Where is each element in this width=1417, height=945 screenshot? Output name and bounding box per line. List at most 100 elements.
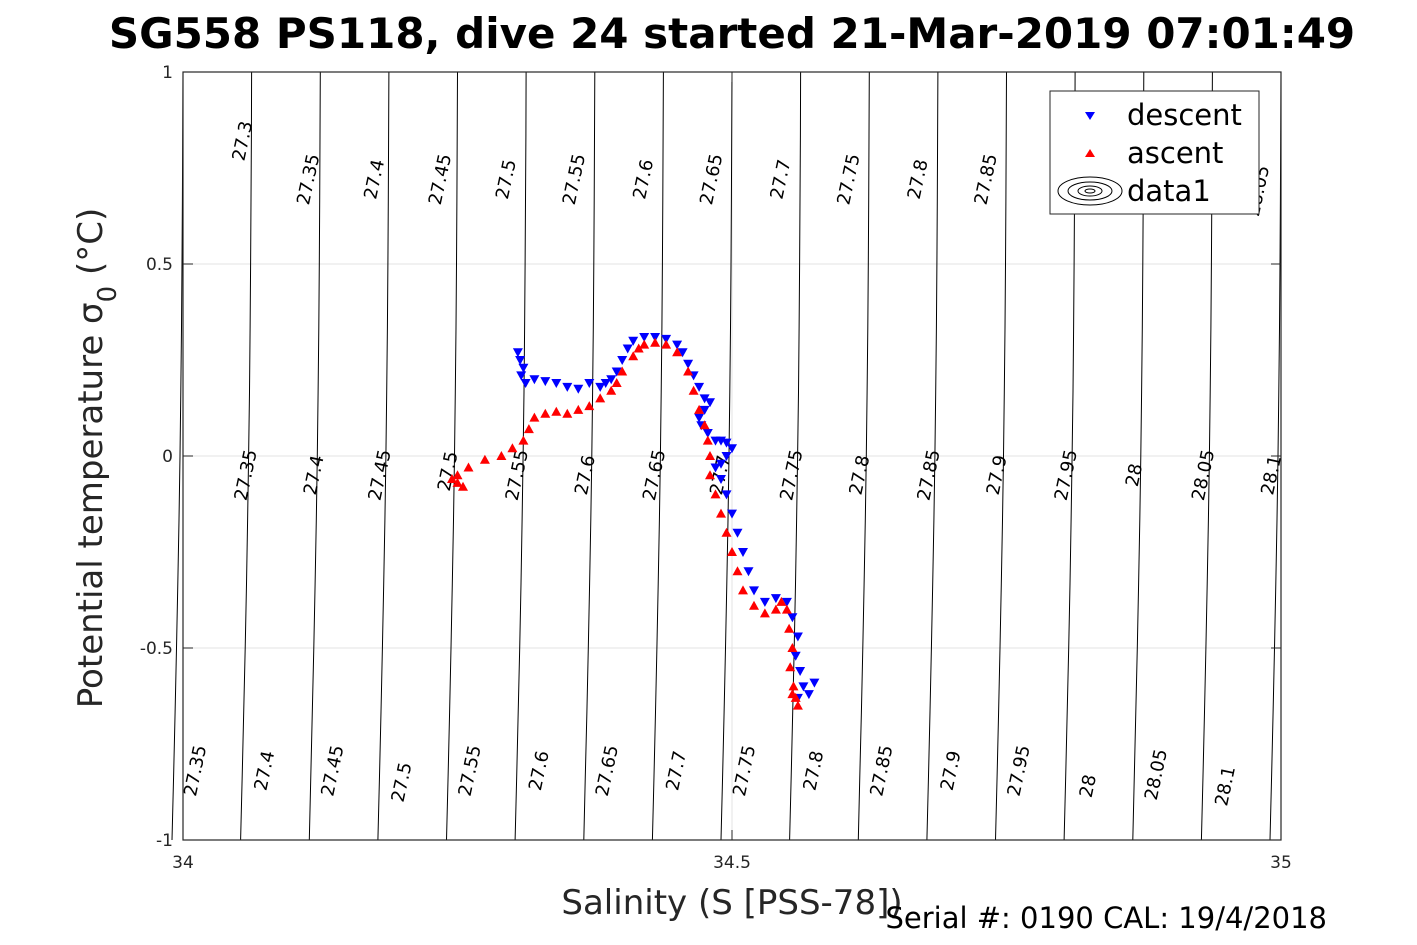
ascent-point-38 <box>759 608 770 618</box>
contour-label-top-4: 27.5 <box>492 158 521 202</box>
descent-point-40 <box>721 490 732 500</box>
isopycnal-line-12 <box>995 71 1007 841</box>
y-tick-label-0: -1 <box>156 831 173 851</box>
descent-point-31 <box>702 429 713 438</box>
contour-label-bottom-3: 27.5 <box>388 761 417 805</box>
descent-point-18 <box>639 333 650 342</box>
ascent-point-22 <box>661 339 672 349</box>
descent-point-23 <box>683 359 694 369</box>
ascent-point-41 <box>781 604 792 614</box>
descent-point-38 <box>710 463 721 473</box>
ascent-point-42 <box>784 623 795 633</box>
descent-point-19 <box>650 333 661 342</box>
descent-point-2 <box>518 363 529 373</box>
isopycnal-line-9 <box>789 71 802 841</box>
legend-box <box>1049 90 1260 215</box>
descent-point-11 <box>595 382 606 392</box>
contour-label-top-0: 27.3 <box>228 119 257 163</box>
descent-point-25 <box>694 382 705 392</box>
ascent-point-34 <box>727 547 737 556</box>
legend-descent-label: descent <box>1127 98 1242 132</box>
descent-point-49 <box>787 613 798 623</box>
descent-point-28 <box>699 405 710 415</box>
series-descent <box>512 333 820 703</box>
contour-label-top-3: 27.45 <box>425 152 456 207</box>
descent-point-48 <box>781 597 792 607</box>
contour-label-top-11: 27.85 <box>971 152 1002 207</box>
ascent-point-29 <box>705 451 715 460</box>
descent-point-41 <box>727 509 737 519</box>
descent-point-1 <box>515 356 526 365</box>
ascent-point-8 <box>529 412 540 422</box>
contour-label-mid-5: 27.6 <box>571 453 600 497</box>
ascent-point-10 <box>551 406 562 416</box>
axis-ticks: 34 34.5 35 -1 -0.5 0 0.5 1 <box>140 63 1292 873</box>
ascent-point-3 <box>479 454 490 464</box>
contour-label-mid-11: 27.9 <box>983 453 1012 497</box>
ascent-point-17 <box>617 366 628 376</box>
isopycnal-line-1 <box>240 71 253 841</box>
ascent-point-47 <box>792 700 803 710</box>
x-tick-label-1: 34.5 <box>713 853 751 873</box>
descent-point-35 <box>727 444 737 454</box>
descent-point-42 <box>732 528 743 538</box>
contour-label-bottom-12: 27.95 <box>1004 743 1035 798</box>
ascent-point-36 <box>738 585 748 595</box>
descent-point-46 <box>759 597 770 607</box>
descent-point-53 <box>798 682 809 692</box>
legend-data1-marker <box>1057 176 1123 206</box>
ascent-point-28 <box>702 435 713 445</box>
ascent-point-23 <box>672 347 683 357</box>
ascent-point-30 <box>705 470 715 480</box>
descent-point-36 <box>721 452 732 461</box>
y-tick-label-2: 0 <box>162 447 173 467</box>
descent-point-9 <box>573 384 584 394</box>
contour-label-mid-13: 28 <box>1122 462 1147 489</box>
isopycnal-line-2 <box>308 71 321 841</box>
ascent-point-50 <box>458 481 468 491</box>
contour-label-mid-15: 28.1 <box>1257 453 1286 497</box>
legend-ascent-label: ascent <box>1127 136 1223 170</box>
contour-label-bottom-2: 27.45 <box>317 743 348 798</box>
contour-label-mid-1: 27.4 <box>300 453 329 497</box>
contour-label-top-8: 27.7 <box>766 158 795 202</box>
ascent-point-16 <box>611 378 622 387</box>
descent-point-14 <box>611 367 622 377</box>
contour-label-bottom-5: 27.6 <box>525 749 554 793</box>
ascent-point-12 <box>573 404 584 414</box>
y-tick-label-1: -0.5 <box>140 639 173 659</box>
y-axis-label-subscript: 0 <box>93 286 123 303</box>
contour-label-top-10: 27.8 <box>904 158 933 202</box>
ascent-point-27 <box>699 420 710 430</box>
isopycnal-line-0 <box>171 71 184 841</box>
ascent-point-26 <box>694 404 705 414</box>
isopycnal-line-11 <box>926 71 939 841</box>
ascent-point-18 <box>628 351 639 361</box>
isopycnal-line-10 <box>857 71 870 841</box>
contour-label-bottom-9: 27.8 <box>799 749 828 793</box>
descent-point-26 <box>699 394 710 404</box>
ascent-point-14 <box>595 393 606 403</box>
descent-point-8 <box>562 382 573 392</box>
descent-point-22 <box>677 348 688 358</box>
x-tick-label-2: 35 <box>1270 853 1292 873</box>
ascent-point-33 <box>721 527 732 537</box>
ascent-point-37 <box>749 600 759 610</box>
ascent-point-21 <box>650 337 661 347</box>
ascent-point-24 <box>683 366 694 376</box>
ascent-point-19 <box>633 343 644 353</box>
y-axis-label-unit: (°C) <box>71 208 111 275</box>
isopycnal-line-4 <box>446 71 458 841</box>
ascent-point-15 <box>606 385 617 395</box>
contour-label-top-5: 27.55 <box>559 152 590 207</box>
isopycnal-line-6 <box>583 71 596 841</box>
descent-point-17 <box>628 336 639 346</box>
serial-cal-footer: Serial #: 0190 CAL: 19/4/2018 <box>885 901 1327 935</box>
contour-label-top-6: 27.6 <box>629 158 658 202</box>
descent-point-21 <box>672 340 683 350</box>
descent-point-16 <box>622 344 633 354</box>
descent-point-12 <box>600 379 611 388</box>
descent-point-5 <box>529 375 540 385</box>
legend: descent ascent data1 <box>1049 90 1260 215</box>
ascent-point-4 <box>496 451 507 460</box>
